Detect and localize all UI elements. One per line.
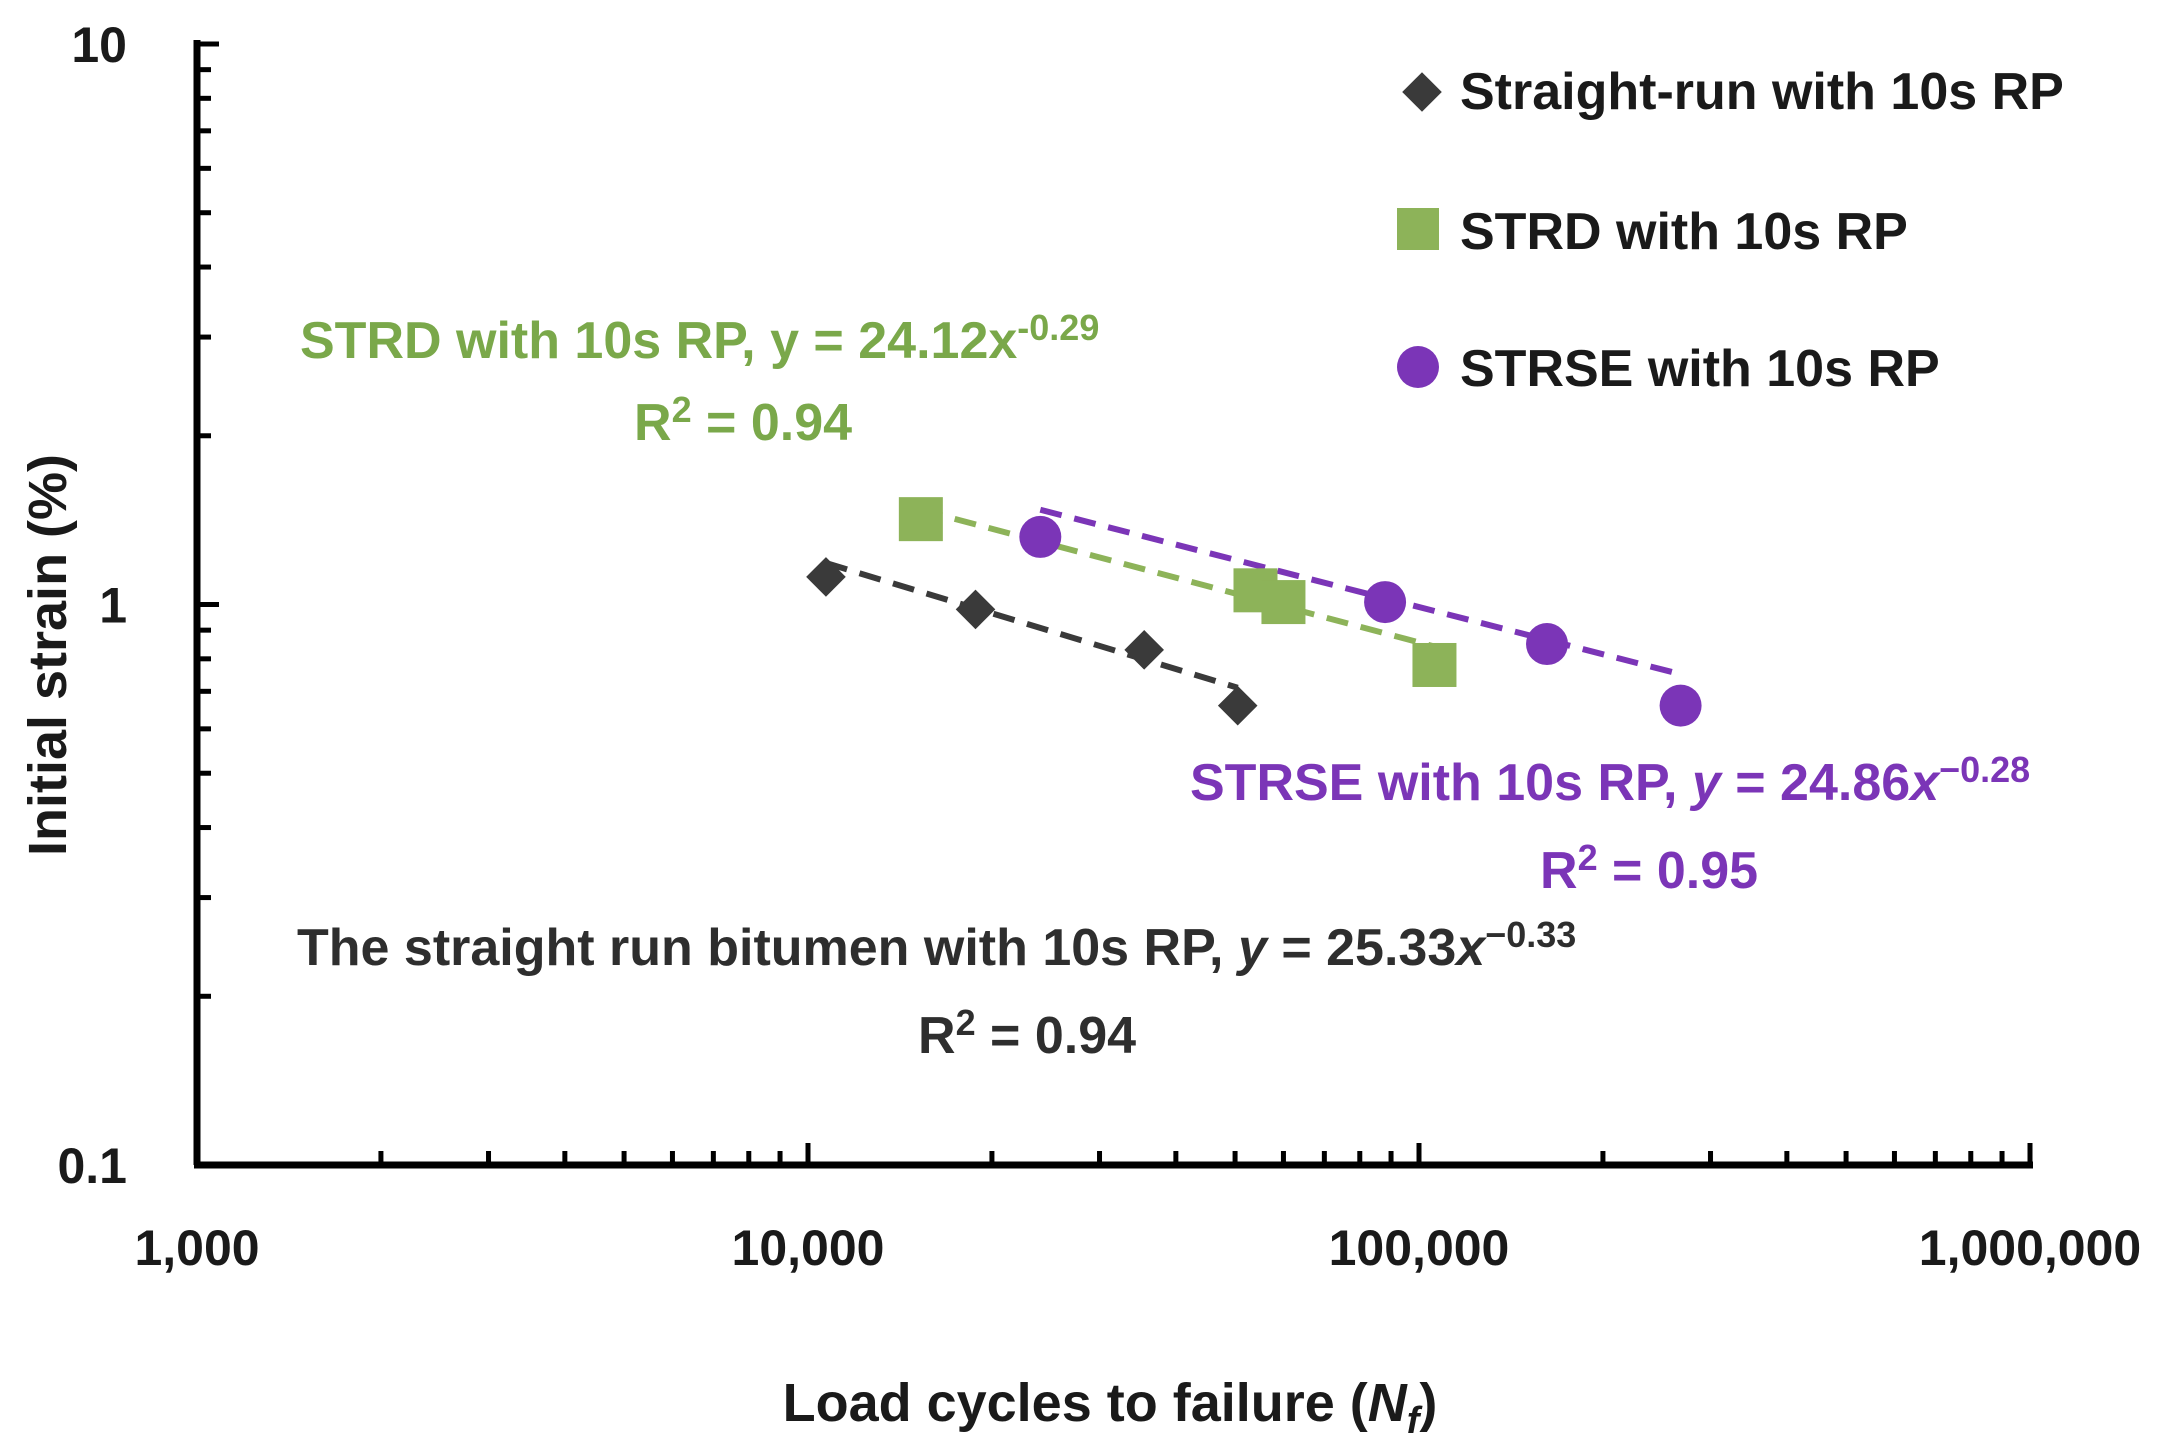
point-s1-1 [806,557,846,597]
legend: Straight-run with 10s RP STRD with 10s R… [1397,63,2064,398]
point-s2-4 [1412,642,1457,687]
point-s3-2 [1364,581,1407,624]
annotation-straight-run-equation: The straight run bitumen with 10s RP, y … [297,914,1576,977]
x-tick-label: 10,000 [732,1220,885,1276]
point-s1-3 [1124,630,1164,670]
point-s3-3 [1526,623,1569,666]
x-axis-title: Load cycles to failure (Nf) [783,1373,1438,1442]
trendline-2 [920,506,1436,650]
point-s2-3 [1261,580,1306,625]
point-s1-2 [955,589,996,630]
trendline-3 [1039,506,1682,678]
y-tick-label: 0.1 [57,1138,127,1194]
y-tick-label: 1 [99,578,127,634]
annotation-strse: STRSE with 10s RP, y = 24.86x−0.28 R2 = … [1190,749,2030,900]
legend-label-strse: STRSE with 10s RP [1460,340,1940,398]
annotation-strse-r2: R2 = 0.95 [1540,837,1758,900]
point-s2-1 [898,497,943,542]
point-s1-4 [1217,685,1258,726]
annotation-straight-run: The straight run bitumen with 10s RP, y … [297,914,1576,1065]
annotation-strd-r2: R2 = 0.94 [634,389,852,452]
trendlines [825,506,1682,691]
legend-label-strd: STRD with 10s RP [1460,203,1908,261]
legend-marker-strd [1397,208,1439,250]
legend-label-straight-run: Straight-run with 10s RP [1460,63,2064,121]
y-tick-label: 10 [71,17,127,73]
annotation-straight-run-r2: R2 = 0.94 [918,1002,1136,1065]
x-tick-label: 100,000 [1329,1220,1510,1276]
data-points [806,497,1702,727]
y-axis-title: Initial strain (%) [18,454,78,856]
trendline-1 [825,560,1239,691]
axes: 0.1 1 10 1,000 10,000 100,000 1,000,000 [57,17,2141,1276]
annotation-strd-equation: STRD with 10s RP, y = 24.12x-0.29 [300,307,1099,370]
legend-marker-straight-run [1402,72,1442,112]
point-s3-4 [1659,684,1702,727]
point-s3-1 [1019,515,1062,558]
annotation-strd: STRD with 10s RP, y = 24.12x-0.29 R2 = 0… [300,307,1099,452]
x-tick-label: 1,000,000 [1919,1220,2141,1276]
annotation-strse-equation: STRSE with 10s RP, y = 24.86x−0.28 [1190,749,2030,812]
legend-marker-strse [1397,346,1439,388]
x-tick-label: 1,000 [134,1220,259,1276]
